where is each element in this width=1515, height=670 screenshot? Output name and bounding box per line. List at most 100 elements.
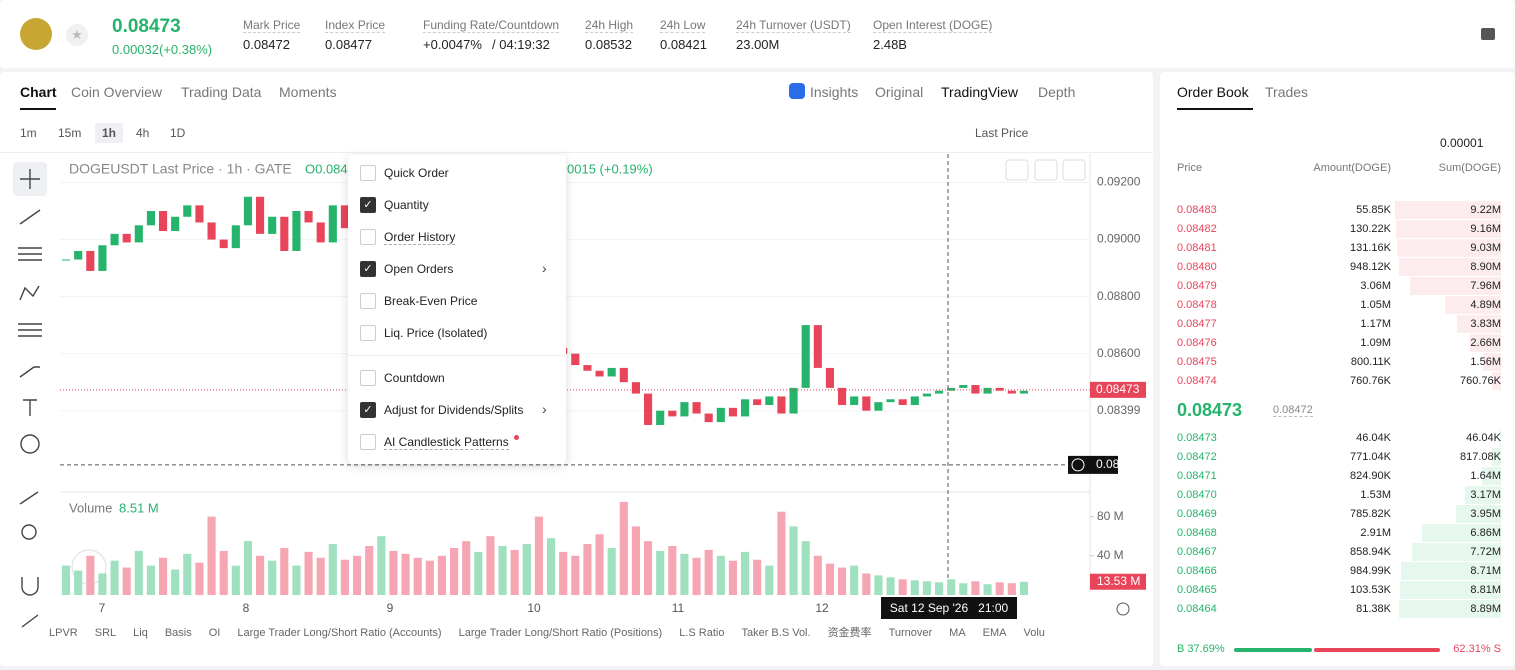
checkbox[interactable] [360, 370, 376, 386]
interval[interactable]: 15m [58, 126, 82, 140]
y-tick-label: 0.08800 [1097, 289, 1141, 303]
buy-bar [1234, 648, 1312, 652]
indicator[interactable]: MA [949, 627, 966, 639]
volume-bar [425, 560, 434, 595]
ob-price[interactable]: 0.08466 [1177, 565, 1217, 577]
ob-price[interactable]: 0.08467 [1177, 546, 1217, 558]
collapse-btn[interactable] [1034, 159, 1058, 181]
ob-price[interactable]: 0.08465 [1177, 584, 1217, 596]
menu-item[interactable]: Quick Order [384, 166, 449, 180]
ob-amount: 948.12K [1350, 261, 1391, 273]
indicator[interactable]: OI [208, 627, 221, 639]
ob-price[interactable]: 0.08483 [1177, 204, 1217, 216]
ob-price[interactable]: 0.08468 [1177, 527, 1217, 539]
checkbox[interactable] [360, 325, 376, 341]
indicator[interactable]: LPVR [49, 627, 78, 639]
ob-tab[interactable]: Order Book [1177, 84, 1249, 100]
precision[interactable]: 0.00001 [1440, 136, 1484, 150]
menu-item[interactable]: Break-Even Price [384, 294, 478, 308]
indicator[interactable]: Turnover [888, 627, 933, 639]
candle [183, 205, 192, 217]
ob-price[interactable]: 0.08473 [1177, 432, 1217, 444]
volume-bar [98, 573, 107, 595]
checkbox[interactable] [360, 165, 376, 181]
candle [777, 396, 786, 414]
scroll-btn[interactable] [1005, 159, 1029, 181]
ob-price[interactable]: 0.08474 [1177, 375, 1217, 387]
menu-item[interactable]: Adjust for Dividends/Splits [384, 403, 524, 417]
tab[interactable]: Chart [20, 84, 57, 100]
tab[interactable]: Moments [279, 84, 337, 100]
header: ★ 0.08473 0.00032(+0.38%) Mark Price 0.08… [0, 0, 1515, 68]
indicator[interactable]: Basis [164, 627, 192, 639]
indicator[interactable]: Taker B.S Vol. [741, 627, 811, 639]
candle [825, 367, 834, 388]
menu-item[interactable]: Open Orders [384, 262, 454, 276]
ob-price[interactable]: 0.08469 [1177, 508, 1217, 520]
indicator[interactable]: Liq [133, 627, 148, 639]
depth-bar [1455, 505, 1501, 523]
ob-price[interactable]: 0.08480 [1177, 261, 1217, 273]
checkbox[interactable] [360, 293, 376, 309]
volume-bar [365, 546, 374, 595]
view[interactable]: Depth [1038, 84, 1076, 100]
checkbox[interactable]: ✓ [360, 402, 376, 418]
candle [195, 205, 204, 223]
view[interactable]: Insights [810, 84, 859, 100]
ob-price[interactable]: 0.08472 [1177, 451, 1217, 463]
interval[interactable]: 1m [20, 126, 37, 140]
mark-price: 0.08472 [1273, 404, 1313, 417]
indicator[interactable]: Large Trader Long/Short Ratio (Positions… [458, 627, 663, 639]
book-icon[interactable] [1481, 28, 1495, 40]
candle [280, 216, 289, 251]
ob-price[interactable]: 0.08479 [1177, 280, 1217, 292]
menu-item[interactable]: Order History [384, 230, 456, 245]
ob-price[interactable]: 0.08464 [1177, 603, 1217, 615]
menu-item[interactable]: Quantity [384, 198, 429, 212]
interval[interactable]: 4h [136, 126, 150, 140]
candle [619, 367, 628, 383]
interval[interactable]: 1h [95, 123, 124, 143]
ob-price[interactable]: 0.08482 [1177, 223, 1217, 235]
price-type[interactable]: Last Price [975, 126, 1029, 140]
view[interactable]: TradingView [941, 84, 1019, 100]
favorite[interactable]: ★ [66, 24, 88, 46]
depth-bar [1395, 220, 1501, 238]
indicator[interactable]: L.S Ratio [679, 627, 725, 639]
candle [1019, 390, 1028, 394]
ob-price[interactable]: 0.08475 [1177, 356, 1217, 368]
menu-item[interactable]: Countdown [384, 371, 445, 385]
ob-amount: 1.09M [1360, 337, 1391, 349]
volume-bar [559, 551, 568, 595]
indicator[interactable]: SRL [94, 627, 117, 639]
depth-bar [1395, 201, 1501, 219]
ob-price[interactable]: 0.08481 [1177, 242, 1217, 254]
ob-amount: 785.82K [1350, 508, 1391, 520]
view[interactable]: Original [875, 84, 924, 100]
checkbox[interactable]: ✓ [360, 261, 376, 277]
ob-price[interactable]: 0.08476 [1177, 337, 1217, 349]
indicator[interactable]: Volu [1023, 627, 1045, 639]
checkbox[interactable]: ✓ [360, 197, 376, 213]
ob-price[interactable]: 0.08471 [1177, 470, 1217, 482]
menu-item[interactable]: AI Candlestick Patterns [384, 435, 509, 450]
ob-sum: 3.17M [1470, 489, 1501, 501]
volume-bar [510, 549, 519, 595]
ob-price[interactable]: 0.08477 [1177, 318, 1217, 330]
x-tick-label: 11 [672, 601, 685, 615]
tab[interactable]: Coin Overview [71, 84, 163, 100]
checkbox[interactable] [360, 434, 376, 450]
interval[interactable]: 1D [170, 126, 186, 140]
checkbox[interactable] [360, 229, 376, 245]
ob-tab[interactable]: Trades [1265, 84, 1309, 100]
indicator[interactable]: Large Trader Long/Short Ratio (Accounts) [237, 627, 442, 639]
ob-price[interactable]: 0.08478 [1177, 299, 1217, 311]
ob-price[interactable]: 0.08470 [1177, 489, 1217, 501]
depth-bar [1398, 258, 1501, 276]
settings-icon[interactable] [1116, 602, 1130, 616]
tab[interactable]: Trading Data [181, 84, 262, 100]
menu-item[interactable]: Liq. Price (Isolated) [384, 326, 488, 340]
indicator[interactable]: EMA [982, 627, 1007, 639]
reset-btn[interactable] [1062, 159, 1086, 181]
indicator[interactable]: 资金费率 [827, 627, 872, 639]
